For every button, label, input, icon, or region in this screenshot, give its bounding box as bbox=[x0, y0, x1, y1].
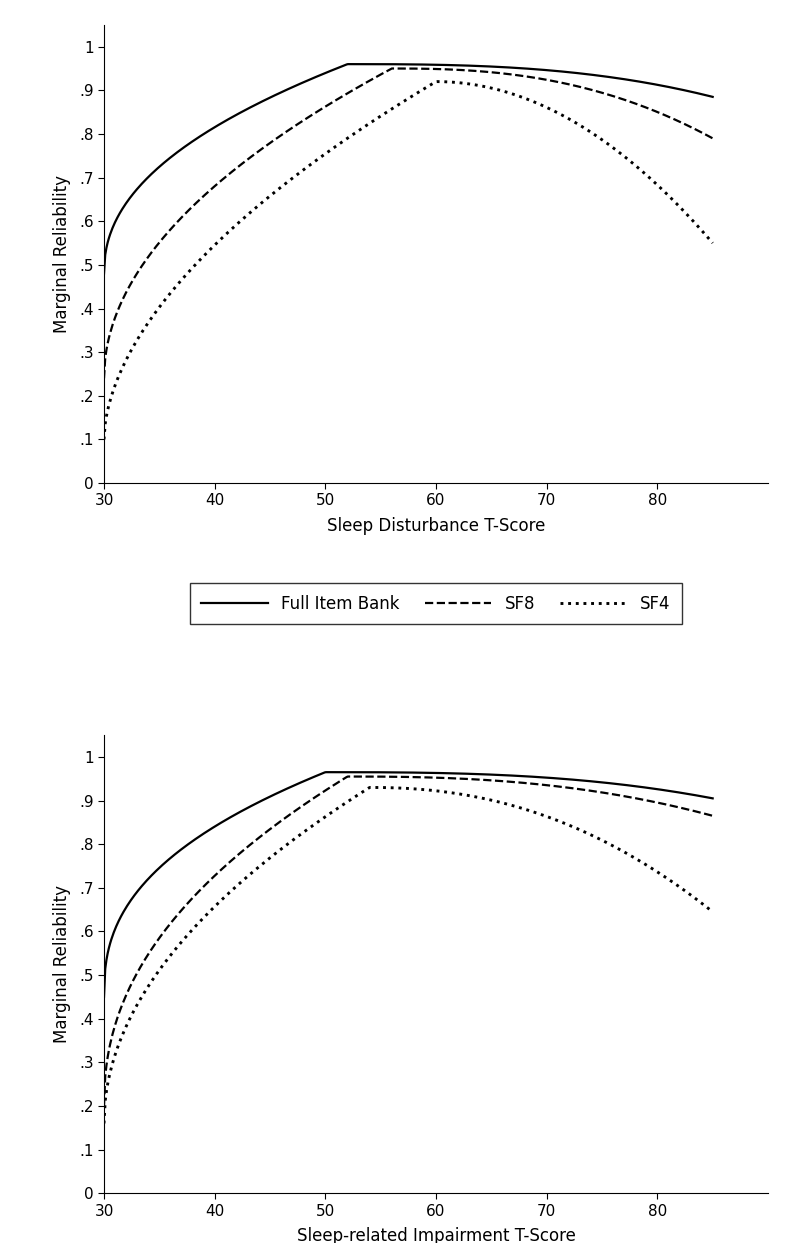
Full Item Bank bbox=[393, 764, 402, 779]
Line: SF8: SF8 bbox=[104, 68, 713, 378]
SF4 bbox=[599, 834, 609, 849]
SF4 bbox=[708, 905, 718, 920]
SF4 bbox=[599, 134, 609, 149]
SF8 bbox=[694, 124, 704, 139]
Full Item Bank bbox=[708, 791, 718, 805]
X-axis label: Sleep-related Impairment T-Score: Sleep-related Impairment T-Score bbox=[297, 1227, 575, 1243]
SF8 bbox=[99, 370, 109, 385]
Line: Full Item Bank: Full Item Bank bbox=[104, 65, 713, 273]
Full Item Bank bbox=[430, 57, 439, 72]
Line: SF4: SF4 bbox=[104, 82, 713, 440]
Full Item Bank bbox=[390, 57, 399, 72]
SF8 bbox=[390, 769, 399, 784]
Full Item Bank bbox=[99, 989, 109, 1004]
Full Item Bank bbox=[599, 68, 609, 83]
Full Item Bank bbox=[390, 764, 399, 779]
SF8 bbox=[430, 771, 439, 786]
SF4 bbox=[365, 781, 374, 796]
SF8 bbox=[462, 772, 472, 787]
SF4 bbox=[432, 75, 442, 89]
Full Item Bank bbox=[708, 89, 718, 104]
SF4 bbox=[429, 76, 438, 91]
Line: SF8: SF8 bbox=[104, 777, 713, 1106]
SF8 bbox=[99, 1099, 109, 1114]
SF8 bbox=[599, 786, 609, 800]
Legend: Full Item Bank, SF8, SF4: Full Item Bank, SF8, SF4 bbox=[190, 583, 682, 624]
SF4 bbox=[392, 98, 402, 113]
SF8 bbox=[393, 61, 402, 76]
SF8 bbox=[708, 131, 718, 145]
Line: Full Item Bank: Full Item Bank bbox=[104, 772, 713, 997]
Full Item Bank bbox=[694, 86, 704, 101]
SF4 bbox=[388, 101, 398, 116]
Full Item Bank bbox=[599, 776, 609, 791]
SF8 bbox=[462, 63, 472, 78]
SF4 bbox=[393, 781, 402, 796]
SF4 bbox=[390, 781, 399, 796]
SF8 bbox=[390, 61, 399, 76]
SF8 bbox=[599, 86, 609, 101]
SF8 bbox=[343, 769, 353, 784]
X-axis label: Sleep Disturbance T-Score: Sleep Disturbance T-Score bbox=[327, 517, 545, 534]
SF4 bbox=[99, 433, 109, 447]
Y-axis label: Marginal Reliability: Marginal Reliability bbox=[53, 175, 70, 333]
SF4 bbox=[694, 220, 704, 235]
SF4 bbox=[708, 236, 718, 251]
Full Item Bank bbox=[321, 764, 330, 779]
SF4 bbox=[462, 76, 472, 91]
SF4 bbox=[99, 1116, 109, 1131]
Full Item Bank bbox=[462, 766, 472, 781]
Full Item Bank bbox=[343, 57, 353, 72]
Line: SF4: SF4 bbox=[104, 788, 713, 1124]
SF8 bbox=[708, 808, 718, 823]
Full Item Bank bbox=[462, 58, 472, 73]
Full Item Bank bbox=[99, 266, 109, 281]
SF4 bbox=[694, 894, 704, 909]
SF4 bbox=[462, 788, 472, 803]
SF8 bbox=[387, 61, 397, 76]
Full Item Bank bbox=[430, 766, 439, 781]
SF8 bbox=[430, 61, 439, 76]
SF4 bbox=[430, 783, 439, 798]
SF8 bbox=[393, 769, 402, 784]
Full Item Bank bbox=[393, 57, 402, 72]
SF8 bbox=[694, 804, 704, 819]
Y-axis label: Marginal Reliability: Marginal Reliability bbox=[53, 885, 70, 1043]
Full Item Bank bbox=[694, 788, 704, 803]
